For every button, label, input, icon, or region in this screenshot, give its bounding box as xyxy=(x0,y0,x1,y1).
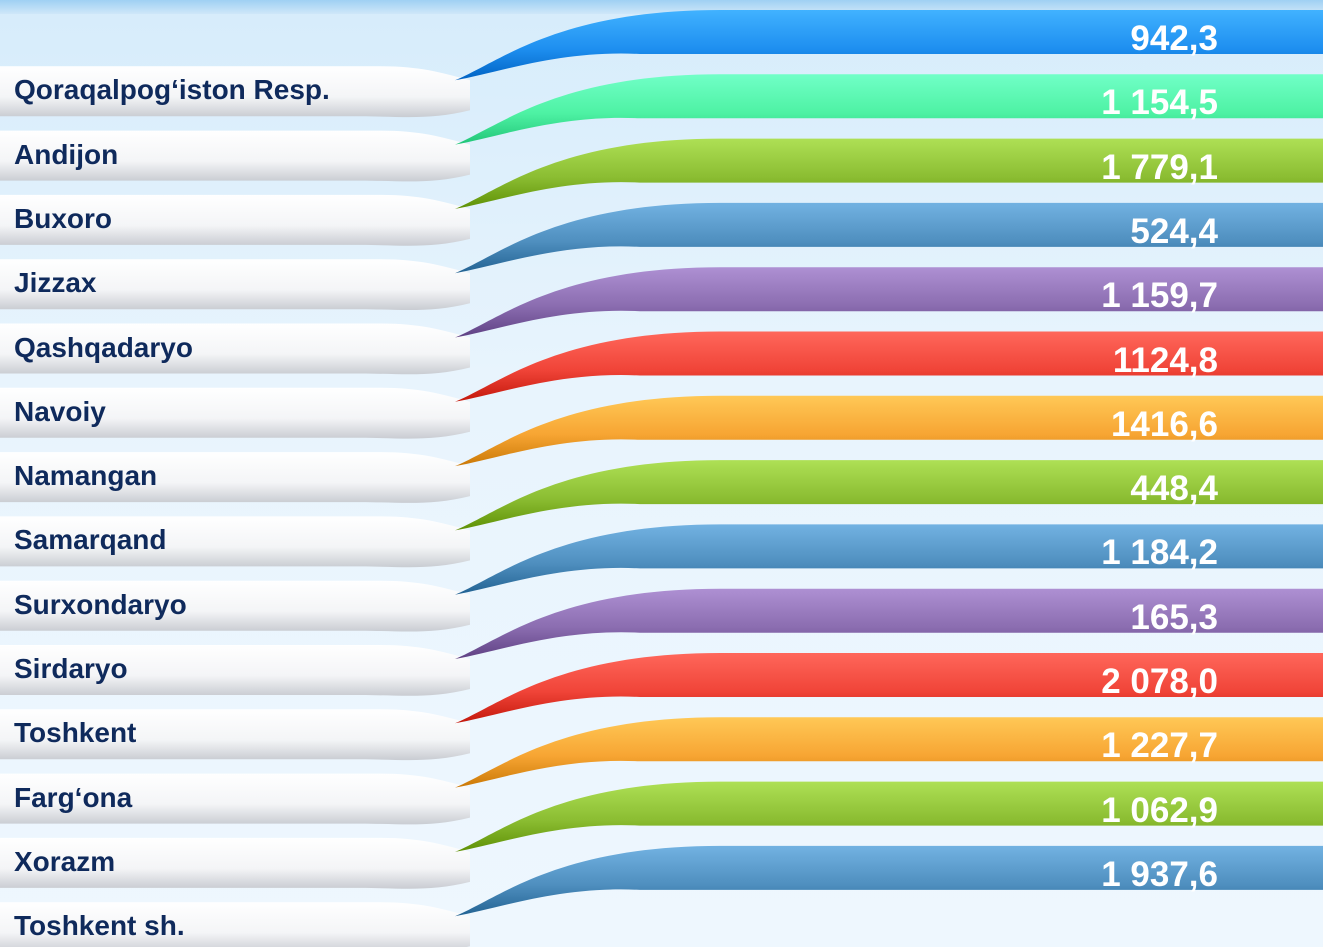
data-label: 1 159,7 xyxy=(1101,276,1218,316)
category-label: Qoraqalpog‘iston Resp. xyxy=(14,74,330,106)
bar xyxy=(455,460,1323,531)
category-label: Samarqand xyxy=(14,524,167,556)
label-ribbon xyxy=(0,516,470,568)
bar xyxy=(455,781,1323,852)
category-label: Andijon xyxy=(14,138,119,170)
data-label: 165,3 xyxy=(1130,597,1218,637)
bar xyxy=(455,588,1323,659)
category-label: Namangan xyxy=(14,460,158,492)
category-label: Surxondaryo xyxy=(14,588,187,620)
label-ribbon xyxy=(0,259,470,310)
label-ribbon xyxy=(0,773,470,825)
label-ribbon xyxy=(0,837,470,889)
bar xyxy=(455,653,1323,724)
data-label: 942,3 xyxy=(1130,19,1218,58)
data-label: 1124,8 xyxy=(1112,340,1218,380)
label-ribbon xyxy=(0,645,470,696)
label-ribbon xyxy=(0,130,470,182)
data-label: 2 078,0 xyxy=(1101,662,1218,701)
category-label: Jizzax xyxy=(14,267,97,299)
bar xyxy=(455,74,1323,145)
data-label: 1 937,6 xyxy=(1101,854,1218,894)
category-label: Toshkent sh. xyxy=(14,910,185,942)
data-label: 524,4 xyxy=(1130,211,1218,251)
category-label: Toshkent xyxy=(14,717,137,749)
bar xyxy=(455,845,1323,917)
label-ribbon xyxy=(0,709,470,761)
label-ribbon xyxy=(0,323,470,375)
bar xyxy=(455,267,1323,338)
bar xyxy=(455,10,1323,81)
label-ribbon xyxy=(0,580,470,632)
label-ribbon xyxy=(0,387,470,439)
category-label: Farg‘ona xyxy=(14,781,133,813)
data-label: 1 779,1 xyxy=(1101,147,1218,187)
label-ribbon xyxy=(0,66,470,118)
data-label: 1 154,5 xyxy=(1101,83,1218,123)
data-label: 1 227,7 xyxy=(1101,726,1218,766)
label-ribbon xyxy=(0,452,470,503)
bar xyxy=(455,717,1323,788)
category-label: Navoiy xyxy=(14,395,106,427)
bar xyxy=(455,202,1323,274)
category-label: Xorazm xyxy=(14,845,116,877)
bar xyxy=(455,524,1323,595)
data-label: 1 062,9 xyxy=(1101,790,1218,830)
data-label: 1 184,2 xyxy=(1101,533,1218,573)
bar xyxy=(455,138,1323,209)
category-label: Qashqadaryo xyxy=(14,331,193,363)
bar xyxy=(455,395,1323,467)
bar xyxy=(455,331,1323,402)
label-ribbon xyxy=(0,902,470,947)
data-label: 1416,6 xyxy=(1110,404,1218,444)
category-label: Sirdaryo xyxy=(14,653,128,684)
label-ribbon xyxy=(0,194,470,246)
category-label: Buxoro xyxy=(14,202,112,234)
data-label: 448,4 xyxy=(1130,469,1218,509)
